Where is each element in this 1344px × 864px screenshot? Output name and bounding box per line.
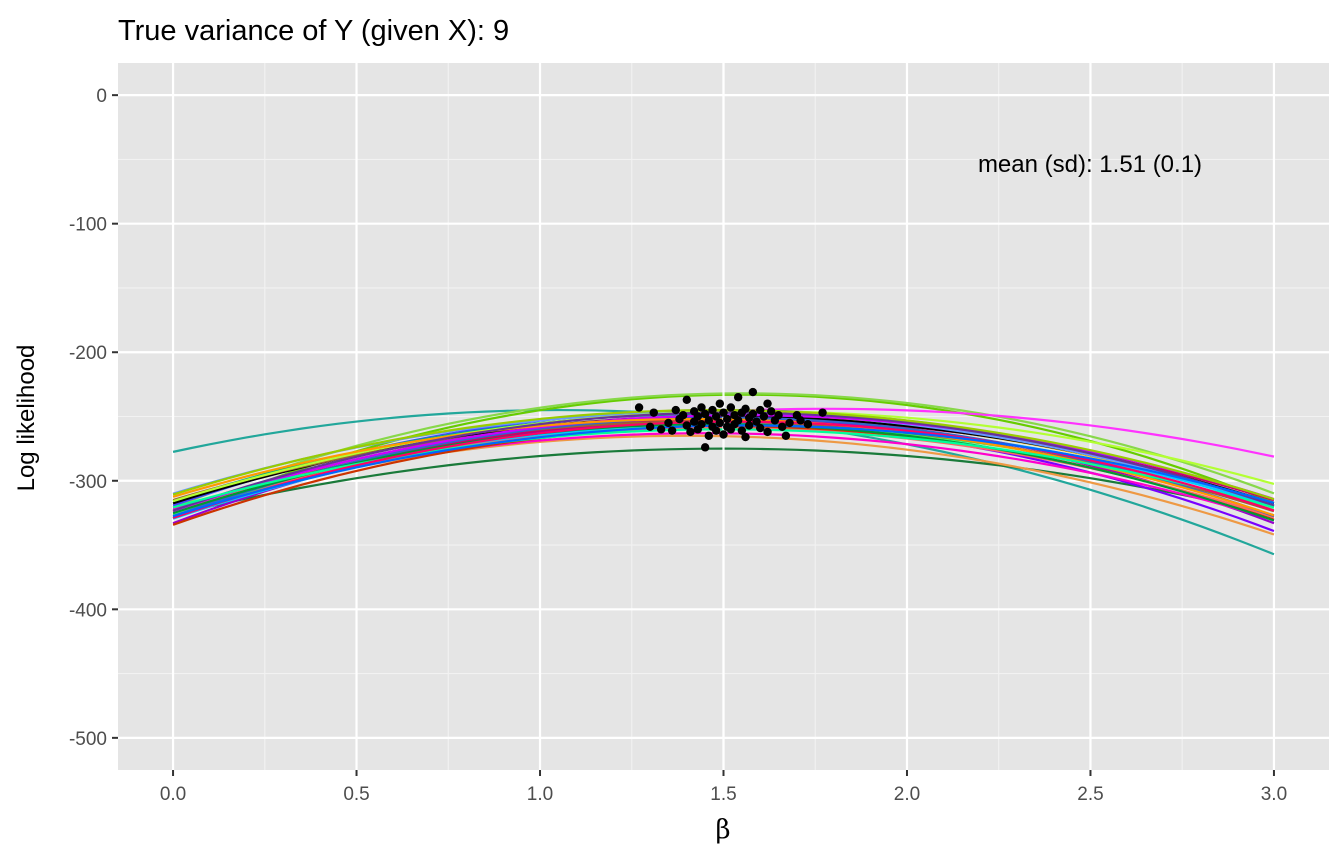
- mle-point: [700, 409, 710, 419]
- chart-title: True variance of Y (given X): 9: [118, 15, 509, 47]
- x-tick-label: 3.0: [1261, 784, 1287, 805]
- mle-point: [763, 399, 772, 408]
- mle-point: [737, 426, 747, 435]
- mle-point: [803, 420, 813, 429]
- mle-point: [693, 412, 703, 421]
- y-tick-label: -400: [69, 600, 107, 621]
- mle-point: [682, 421, 691, 430]
- mle-point: [818, 408, 827, 417]
- mle-point: [719, 430, 728, 439]
- mle-point: [778, 422, 787, 431]
- y-axis-label: Log likelihood: [13, 345, 40, 492]
- mle-point: [708, 405, 717, 415]
- mle-point: [671, 405, 680, 415]
- mean-sd-annotation: mean (sd): 1.51 (0.1): [978, 151, 1202, 178]
- y-axis-ticks: 0 -100 -200 -300 -400 -500: [69, 86, 118, 750]
- mle-point: [748, 409, 758, 419]
- x-tick-label: 1.0: [527, 784, 553, 805]
- mle-point: [649, 408, 658, 417]
- mle-point: [719, 408, 728, 417]
- mle-point: [697, 403, 706, 412]
- mle-point: [686, 427, 695, 437]
- mle-point: [700, 443, 710, 452]
- mle-point: [744, 421, 754, 430]
- mle-point: [678, 411, 688, 420]
- mle-point: [645, 422, 655, 431]
- mle-point: [682, 395, 691, 404]
- mle-point: [756, 423, 765, 433]
- mle-point: [796, 416, 805, 425]
- x-tick-label: 0.0: [160, 784, 186, 805]
- mle-point: [704, 416, 714, 425]
- mle-point: [733, 416, 743, 425]
- x-axis-ticks: 0.0 0.5 1.0 1.5 2.0 2.5 3.0: [160, 770, 1287, 805]
- y-tick-label: -100: [69, 215, 107, 236]
- y-tick-label: -300: [69, 472, 107, 493]
- mle-point: [726, 403, 736, 412]
- mle-point: [634, 403, 644, 412]
- mle-point: [748, 387, 758, 397]
- x-tick-label: 2.5: [1077, 784, 1103, 805]
- y-tick-label: -500: [69, 729, 107, 750]
- mle-point: [741, 404, 750, 413]
- x-tick-label: 1.5: [710, 784, 736, 805]
- mle-point: [715, 399, 725, 408]
- mle-point: [656, 425, 666, 434]
- mle-point: [752, 417, 761, 426]
- mle-points: [634, 387, 827, 452]
- y-tick-label: 0: [96, 86, 107, 107]
- x-axis-label: β: [715, 815, 730, 845]
- mle-point: [781, 431, 791, 440]
- mle-point: [722, 414, 732, 424]
- mle-point: [733, 393, 743, 402]
- mle-point: [697, 420, 706, 429]
- mle-point: [667, 426, 677, 435]
- mle-point: [741, 432, 750, 442]
- mle-point: [715, 418, 725, 428]
- mle-point: [763, 427, 772, 437]
- mle-point: [711, 426, 721, 435]
- mle-point: [767, 407, 776, 416]
- x-tick-label: 0.5: [343, 784, 369, 805]
- mle-point: [774, 411, 783, 420]
- mle-point: [664, 418, 673, 428]
- mle-point: [711, 412, 721, 421]
- mle-point: [756, 405, 765, 415]
- mle-point: [785, 418, 794, 428]
- mle-point: [704, 431, 714, 440]
- x-tick-label: 2.0: [894, 784, 920, 805]
- mle-point: [759, 412, 769, 421]
- y-tick-label: -200: [69, 343, 107, 364]
